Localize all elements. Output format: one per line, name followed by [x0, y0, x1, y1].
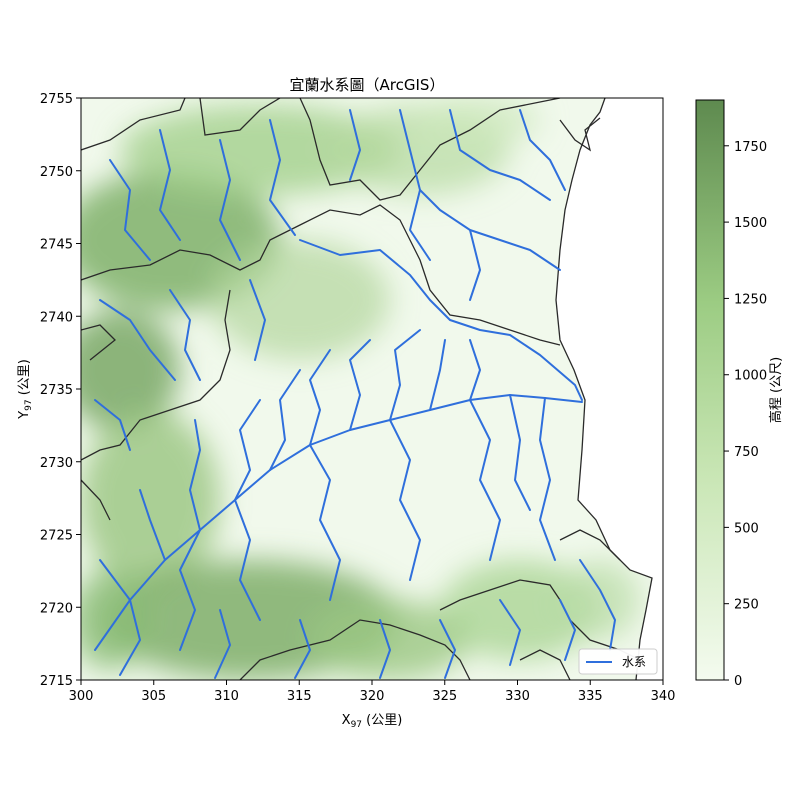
x-tick-label: 325: [432, 689, 457, 704]
map-plot-area: [80, 97, 664, 681]
x-tick-label: 330: [505, 689, 530, 704]
map-title: 宜蘭水系圖（ArcGIS）: [290, 76, 445, 94]
colorbar-tick-label: 250: [734, 598, 759, 613]
y-axis: 2715 2720 2725 2730 2735 2740 2745 2750 2755: [40, 92, 81, 689]
y-tick-label: 2720: [40, 601, 73, 616]
colorbar-label: 高程 (公尺): [768, 357, 784, 423]
y-tick-label: 2725: [40, 529, 73, 544]
colorbar-tick-label: 0: [734, 674, 742, 689]
x-tick-label: 315: [287, 689, 312, 704]
x-tick-label: 335: [578, 689, 603, 704]
sea-area: [556, 98, 663, 680]
y-tick-label: 2755: [40, 92, 73, 107]
colorbar-tick-label: 1250: [734, 292, 767, 307]
x-tick-label: 305: [141, 689, 166, 704]
colorbar-gradient: [695, 99, 725, 681]
x-axis: 300 305 310 315 320 325 330 335 340: [69, 680, 676, 704]
y-tick-label: 2735: [40, 383, 73, 398]
legend-label: 水系: [622, 655, 646, 669]
y-tick-label: 2730: [40, 456, 73, 471]
y-axis-label: Y97 (公里): [17, 359, 34, 420]
coastline: [555, 98, 653, 680]
x-tick-label: 300: [69, 689, 94, 704]
boundary-lines: [81, 98, 641, 680]
x-tick-label: 340: [651, 689, 676, 704]
terrain-relief: [81, 98, 640, 680]
colorbar-tick-label: 500: [734, 521, 759, 536]
x-axis-label: X97 (公里): [342, 713, 403, 730]
colorbar: 0 250 500 750 1000 1250 1500 1750 高程 (公尺): [695, 99, 784, 689]
y-tick-label: 2750: [40, 165, 73, 180]
colorbar-tick-label: 1750: [734, 140, 767, 155]
colorbar-tick-label: 1500: [734, 216, 767, 231]
y-tick-label: 2745: [40, 238, 73, 253]
x-tick-label: 320: [360, 689, 385, 704]
colorbar-tick-label: 1000: [734, 369, 767, 384]
legend: 水系: [578, 648, 658, 675]
colorbar-tick-label: 750: [734, 445, 759, 460]
y-tick-label: 2740: [40, 310, 73, 325]
river-network: [94, 109, 616, 679]
y-tick-label: 2715: [40, 674, 73, 689]
x-tick-label: 310: [214, 689, 239, 704]
